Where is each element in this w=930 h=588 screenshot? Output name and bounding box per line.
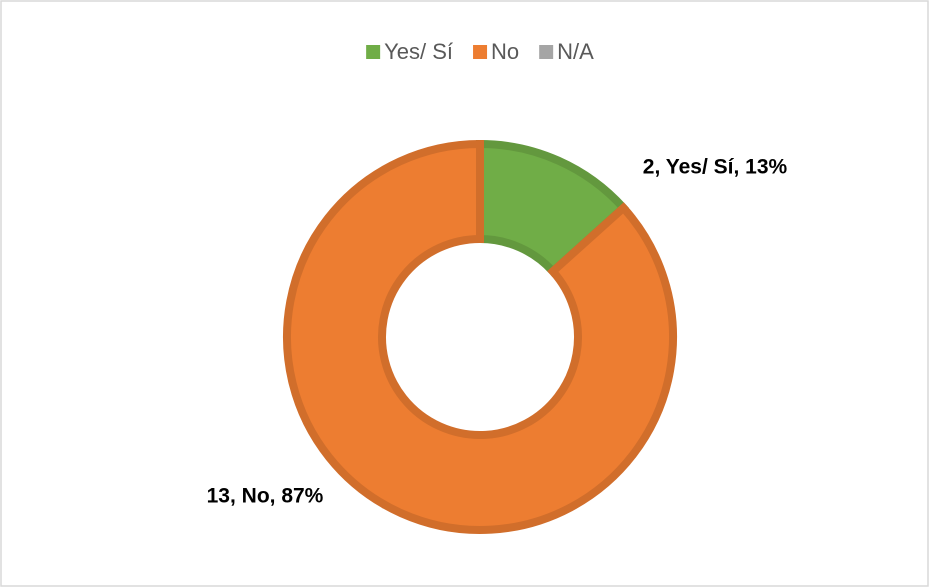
data-label: 13, No, 87% [207,485,324,508]
legend-label: Yes/ Sí [384,39,453,64]
legend-label: No [491,39,519,64]
donut-slice [283,139,677,534]
legend-label: N/A [557,39,594,64]
legend-swatch [366,45,381,59]
data-label: 2, Yes/ Sí, 13% [643,156,788,179]
legend-swatch [473,45,488,59]
legend-swatch [539,45,554,59]
